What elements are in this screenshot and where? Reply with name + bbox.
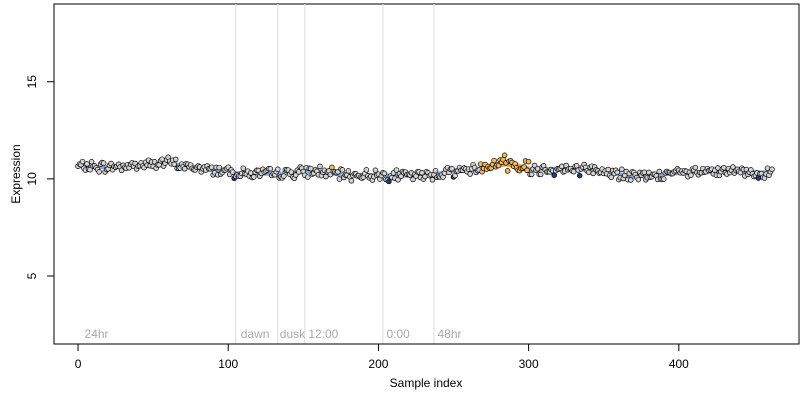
data-point xyxy=(537,171,544,178)
data-point xyxy=(339,167,346,173)
data-point xyxy=(208,164,215,170)
x-tick-label: 0 xyxy=(75,357,82,371)
data-point xyxy=(635,176,642,183)
data-point xyxy=(467,171,473,177)
data-point xyxy=(84,161,90,167)
x-tick-label: 400 xyxy=(669,357,689,371)
data-point xyxy=(240,165,247,171)
data-point xyxy=(317,163,323,170)
data-point xyxy=(372,167,379,174)
data-point xyxy=(524,167,530,174)
data-point xyxy=(570,168,577,175)
y-axis: 5 10 15 xyxy=(25,75,55,279)
data-point xyxy=(688,172,694,178)
data-point xyxy=(87,166,93,173)
data-point xyxy=(395,177,401,183)
data-point xyxy=(769,166,775,173)
group-label: 24hr xyxy=(85,327,109,341)
data-point xyxy=(491,157,497,164)
data-point xyxy=(477,161,484,167)
group-label: 48hr xyxy=(438,327,462,341)
data-point xyxy=(275,166,281,173)
data-point xyxy=(531,162,538,169)
data-point xyxy=(171,161,177,168)
data-point xyxy=(288,169,295,175)
data-point xyxy=(534,166,541,172)
data-point xyxy=(100,160,107,166)
data-point xyxy=(661,176,667,182)
data-point xyxy=(501,152,508,159)
data-point xyxy=(449,166,455,172)
data-point xyxy=(525,158,532,165)
data-point xyxy=(628,177,634,183)
data-point xyxy=(432,167,439,174)
data-point xyxy=(381,170,388,177)
data-point xyxy=(348,178,355,184)
data-point xyxy=(576,172,583,179)
data-point xyxy=(410,176,416,183)
data-point xyxy=(398,173,404,180)
x-tick-label: 300 xyxy=(519,357,539,371)
group-labels: 24hr dawn dusk 12:00 0:00 48hr xyxy=(85,327,462,341)
data-point xyxy=(281,173,287,179)
group-label: dusk xyxy=(280,327,306,341)
data-point xyxy=(181,166,188,172)
data-point xyxy=(590,170,596,177)
data-point xyxy=(641,169,648,176)
data-point xyxy=(386,178,392,185)
data-point xyxy=(495,162,502,169)
y-tick-label: 5 xyxy=(25,272,39,279)
data-point xyxy=(308,165,314,172)
data-point xyxy=(452,172,458,179)
data-point xyxy=(551,172,557,178)
data-point xyxy=(393,167,400,173)
data-point xyxy=(305,174,311,180)
data-point xyxy=(267,166,274,172)
y-axis-label: Expression xyxy=(9,144,23,203)
group-label: 0:00 xyxy=(386,327,410,341)
data-point xyxy=(504,168,511,174)
x-tick-label: 100 xyxy=(218,357,238,371)
data-point xyxy=(172,156,179,163)
data-point xyxy=(336,176,343,182)
data-point xyxy=(730,164,736,170)
data-point xyxy=(251,174,257,180)
data-point xyxy=(692,164,699,171)
data-point xyxy=(585,169,592,176)
x-tick-label: 200 xyxy=(368,357,388,371)
data-point xyxy=(558,163,565,170)
y-tick-label: 15 xyxy=(25,75,39,89)
data-point xyxy=(614,169,621,176)
data-point xyxy=(229,169,236,175)
data-point xyxy=(79,158,86,165)
data-point xyxy=(363,167,370,173)
group-label: dawn xyxy=(241,327,270,341)
data-point xyxy=(96,169,102,175)
data-point xyxy=(608,174,614,181)
y-tick-label: 10 xyxy=(25,172,39,186)
data-point xyxy=(521,164,527,170)
data-point xyxy=(323,173,329,180)
data-point xyxy=(429,177,436,183)
x-axis-label: Sample index xyxy=(390,376,463,390)
data-point xyxy=(619,166,625,173)
data-point xyxy=(656,168,663,175)
x-axis: 0 100 200 300 400 xyxy=(75,343,689,371)
data-points xyxy=(75,152,775,185)
group-label: 12:00 xyxy=(308,327,338,341)
data-point xyxy=(646,169,652,176)
data-point xyxy=(605,166,611,173)
data-point xyxy=(528,171,535,178)
data-point xyxy=(216,164,222,171)
data-point xyxy=(345,168,352,174)
data-point xyxy=(721,165,727,171)
